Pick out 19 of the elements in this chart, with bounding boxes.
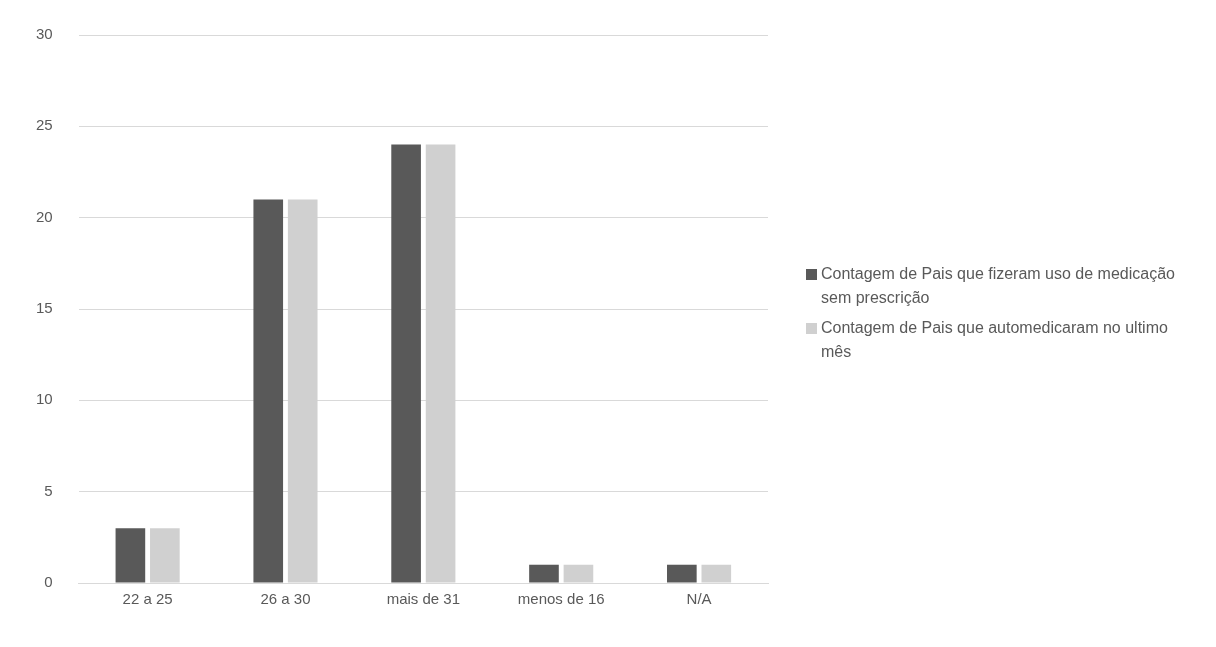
x-tick-label: mais de 31	[386, 590, 461, 608]
y-tick-label: 30	[36, 25, 53, 43]
bar	[391, 144, 421, 583]
x-tick-label: N/A	[686, 590, 712, 608]
y-tick-label: 0	[44, 573, 53, 591]
y-tick-label: 5	[44, 481, 53, 499]
y-tick-label: 25	[36, 116, 53, 134]
legend-label: Contagem de Pais que automedicaram no ultimo mês	[821, 318, 1169, 362]
bar	[253, 199, 284, 583]
y-tick-label: 10	[36, 390, 53, 408]
y-tick-label: 15	[36, 299, 53, 317]
legend-label: Contagem de Pais que fizeram uso de medicação sem prescrição	[821, 264, 1176, 308]
x-tick-label: 26 a 30	[260, 590, 311, 608]
x-tick-label: menos de 16	[517, 590, 605, 608]
x-tick-label: 22 a 25	[122, 590, 173, 608]
bar	[529, 564, 559, 583]
bar	[115, 528, 146, 583]
bar	[667, 564, 697, 583]
y-tick-label: 20	[36, 207, 53, 225]
